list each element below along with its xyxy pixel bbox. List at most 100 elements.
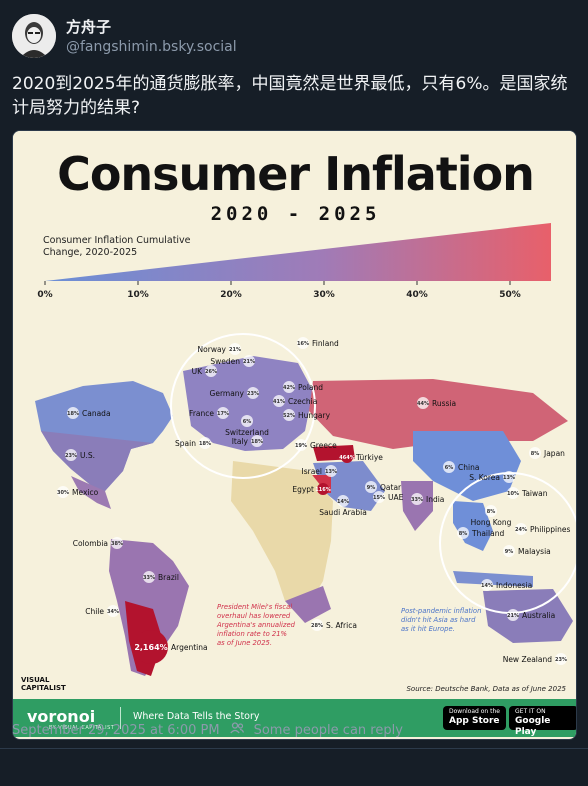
country-label: 8% Thailand [457, 527, 504, 539]
country-name: New Zealand [503, 655, 553, 664]
infographic-title: Consumer Inflation [57, 147, 535, 201]
google-play-big: Google Play [515, 716, 551, 737]
country-name: Spain [175, 439, 196, 448]
value-badge [341, 451, 353, 463]
country-name: Egypt [292, 485, 314, 494]
legend-tick-label: 50% [499, 290, 521, 299]
india-shape [401, 481, 433, 531]
country-label: 13%Israel [302, 465, 337, 477]
country-name: Saudi Arabia [319, 508, 367, 517]
country-label: 21% Australia [507, 609, 555, 621]
value-badge [247, 387, 259, 399]
indonesia-shape [453, 571, 533, 587]
value-badge [365, 481, 377, 493]
country-name: Chile [85, 607, 104, 616]
country-value: 52% [283, 413, 295, 419]
country-value: 24% [515, 527, 527, 533]
south-africa-shape [285, 586, 331, 623]
legend-gradient: 0% 10% 20% 30% 40% 50% [37, 223, 551, 299]
legend-tick-label: 10% [127, 290, 149, 299]
country-label: 18%Spain [175, 437, 211, 449]
voronoi-logo[interactable]: voronoi [27, 707, 96, 726]
country-value: 42% [283, 385, 295, 391]
avatar[interactable] [12, 14, 56, 58]
people-icon [229, 722, 244, 738]
value-badge [417, 397, 429, 409]
voronoi-sub: BY VISUAL CAPITALIST [49, 725, 115, 731]
country-name: Indonesia [496, 581, 532, 590]
legend-title-line2: Change, 2020-2025 [43, 247, 138, 258]
country-value: 19% [295, 443, 307, 449]
author-name[interactable]: 方舟子 [66, 18, 112, 36]
reply-setting[interactable]: Some people can reply [253, 722, 403, 738]
value-badge [199, 437, 211, 449]
inflation-infographic: Consumer Inflation 2020 - 2025 Consumer … [13, 131, 576, 696]
country-label: 10% Taiwan [507, 487, 548, 499]
country-label: 52% Hungary [283, 409, 331, 421]
legend-tick-label: 20% [220, 290, 242, 299]
country-name: Hungary [298, 411, 331, 420]
country-name: Hong Kong [471, 518, 512, 527]
value-badge [143, 571, 155, 583]
country-value: 30% [57, 490, 69, 496]
country-label: 15% UAE [373, 491, 404, 503]
post-footer: September 29, 2025 at 6:00 PM Some peopl… [12, 720, 403, 740]
country-name: France [189, 409, 214, 418]
country-name: Qatar [380, 483, 402, 492]
country-value: 14% [337, 499, 349, 505]
country-value: 8% [487, 509, 496, 515]
country-value: 18% [251, 439, 263, 445]
value-badge [507, 609, 519, 621]
country-value: 34% [107, 609, 119, 615]
china-shape [413, 431, 521, 501]
value-badge [283, 381, 295, 393]
country-name: S. Africa [326, 621, 357, 630]
country-name: Thailand [471, 529, 504, 538]
country-label: 16% Finland [297, 337, 339, 349]
argentina-note-line: inflation rate to 21% [217, 630, 287, 638]
country-name: China [458, 463, 479, 472]
country-label: 23% U.S. [65, 449, 95, 461]
app-store-big: App Store [449, 716, 500, 726]
country-value: 21% [229, 347, 241, 353]
value-badge [515, 523, 527, 535]
value-badge [481, 579, 493, 591]
value-badge [373, 491, 385, 503]
country-name: Germany [210, 389, 245, 398]
country-name: Israel [302, 467, 323, 476]
country-label: 21%Norway [198, 343, 241, 355]
value-badge [503, 545, 515, 557]
value-badge [443, 461, 455, 473]
country-value: 44% [417, 401, 429, 407]
country-label: 33% India [411, 493, 444, 505]
post-timestamp[interactable]: September 29, 2025 at 6:00 PM [12, 722, 220, 738]
google-play-button[interactable]: GET IT ON Google Play [509, 706, 576, 737]
country-name: Australia [522, 611, 555, 620]
country-name: Argentina [171, 643, 208, 652]
australia-shape [483, 589, 573, 643]
country-label: 8% Japan [529, 447, 565, 459]
value-badge [485, 505, 497, 517]
country-value: 33% [411, 497, 423, 503]
value-badge [297, 337, 309, 349]
country-label: 38%Colombia [73, 537, 123, 549]
country-label: 2,164% Argentina [134, 630, 208, 664]
argentina-note-line: overhaul has lowered [217, 612, 291, 620]
country-label: 9% Qatar [365, 481, 402, 493]
value-badge [529, 447, 541, 459]
source-note: Source: Deutsche Bank, Data as of June 2… [406, 685, 566, 693]
value-badge [243, 355, 255, 367]
country-value: 2,164% [134, 643, 167, 652]
country-value: 116% [315, 487, 330, 493]
value-badge [217, 407, 229, 419]
continent-shapes [35, 356, 573, 676]
africa-shape [231, 461, 333, 611]
post-image[interactable]: Consumer Inflation 2020 - 2025 Consumer … [12, 130, 577, 740]
author-handle[interactable]: @fangshimin.bsky.social [66, 39, 237, 55]
value-badge [295, 439, 307, 451]
country-label: 23%New Zealand [503, 653, 567, 665]
country-name: UK [192, 367, 203, 376]
app-store-button[interactable]: Download on the App Store [443, 706, 506, 730]
country-label: 13%S. Korea [469, 471, 515, 483]
